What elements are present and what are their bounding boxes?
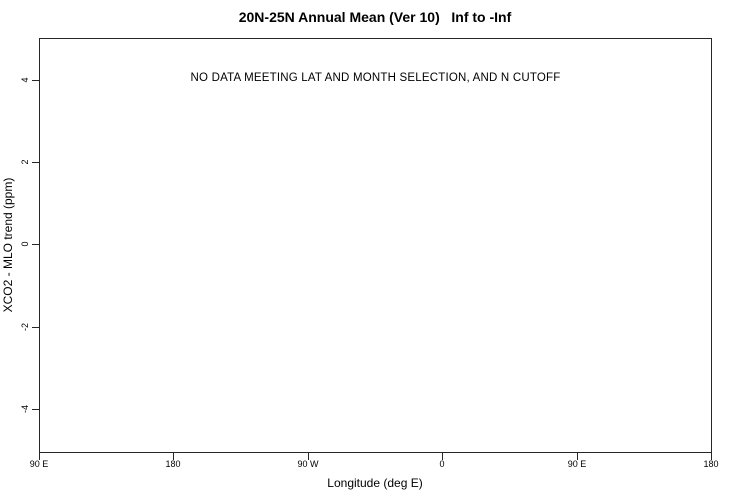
- x-tick-mark: [39, 453, 40, 460]
- chart-title: 20N-25N Annual Mean (Ver 10) Inf to -Inf: [238, 9, 512, 25]
- y-tick-label: -4: [20, 405, 30, 414]
- y-tick-label: 0: [20, 241, 30, 247]
- x-tick-mark: [711, 453, 712, 460]
- plot-area: NO DATA MEETING LAT AND MONTH SELECTION,…: [39, 38, 712, 453]
- y-tick-mark: [32, 327, 39, 328]
- x-tick-mark: [308, 453, 309, 460]
- x-axis-label: Longitude (deg E): [327, 476, 423, 490]
- x-tick-label: 0: [439, 459, 445, 469]
- y-tick-label: -2: [20, 323, 30, 332]
- x-tick-mark: [442, 453, 443, 460]
- y-axis-label: XCO2 - MLO trend (ppm): [1, 177, 15, 313]
- x-tick-label: 90 W: [297, 459, 319, 469]
- y-tick-label: 4: [20, 77, 30, 83]
- y-tick-mark: [32, 244, 39, 245]
- y-tick-mark: [32, 409, 39, 410]
- x-tick-mark: [577, 453, 578, 460]
- y-tick-mark: [32, 162, 39, 163]
- y-tick-label: 2: [20, 159, 30, 165]
- no-data-message: NO DATA MEETING LAT AND MONTH SELECTION,…: [190, 72, 561, 84]
- y-tick-mark: [32, 80, 39, 81]
- x-tick-mark: [173, 453, 174, 460]
- x-tick-label: 90 E: [29, 459, 49, 469]
- x-tick-label: 90 E: [567, 459, 587, 469]
- x-tick-label: 180: [703, 459, 719, 469]
- x-tick-label: 180: [165, 459, 181, 469]
